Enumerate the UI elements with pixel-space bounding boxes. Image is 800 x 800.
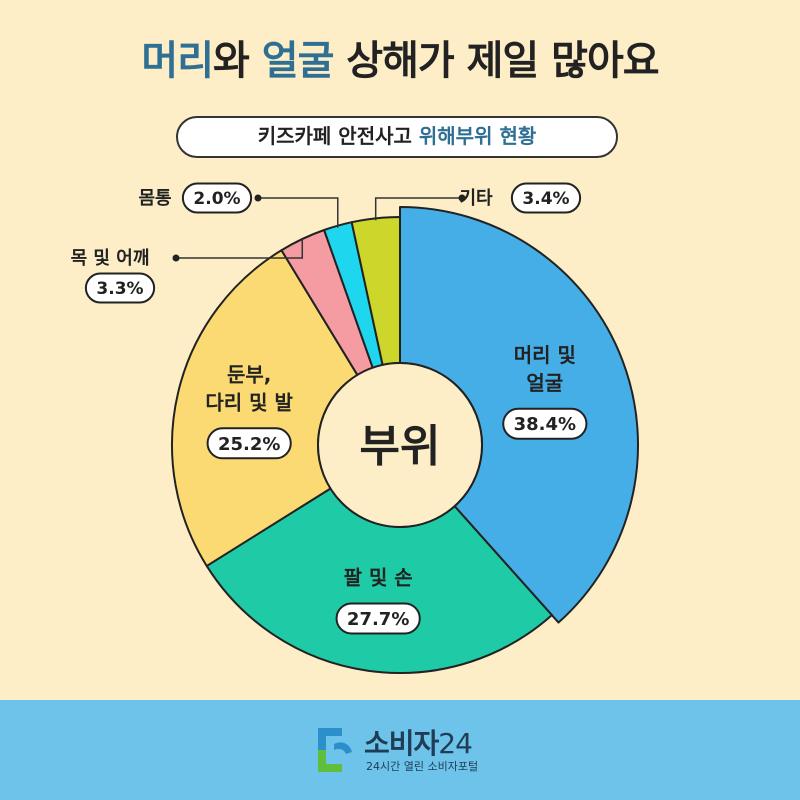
slice-5-value: 3.4% — [522, 189, 569, 209]
slice-4-label-0: 몸통 — [138, 188, 171, 209]
headline-highlight-2: 얼굴 — [261, 38, 335, 84]
logo-tagline: 24시간 열린 소비자포털 — [366, 760, 479, 773]
slice-3-label-0: 목 및 어깨 — [71, 248, 150, 269]
logo-brand: 소비자 — [364, 727, 439, 760]
logo-text: 소비자24 — [364, 722, 473, 762]
leader-lines-group — [172, 194, 466, 262]
slice-3-pill — [84, 272, 156, 304]
slice-1-pill — [335, 602, 421, 635]
slice-1-label-0: 팔 및 손 — [344, 565, 413, 589]
slice-0-label-0: 머리 및 — [514, 343, 576, 367]
slice-0-value: 38.4% — [514, 414, 576, 435]
slice-2-pill — [206, 427, 292, 460]
logo-number: 24 — [438, 727, 473, 760]
headline-highlight-1: 머리 — [141, 38, 214, 84]
labels-group: 부위 머리 및얼굴 38.4% 팔 및 손 27.7% 둔부, 다리 및 발 25.2% 목 및… — [71, 182, 588, 635]
subtitle-highlight: 위해부위 현황 — [418, 124, 537, 148]
slice-4-value: 2.0% — [193, 189, 240, 209]
slice-0-label-1: 얼굴 — [526, 371, 563, 395]
leader-dot-4 — [254, 194, 262, 202]
slice-2-value: 25.2% — [218, 434, 280, 455]
slice-0-pill — [502, 407, 588, 440]
slice-2-label-0: 둔부, — [227, 362, 271, 386]
donut-chart: 부위 머리 및얼굴 38.4% 팔 및 손 27.7% 둔부, 다리 및 발 25.2% 목 및… — [71, 182, 639, 674]
slice-5-pill — [510, 182, 582, 214]
slice-5-label-0: 기타 — [459, 188, 493, 209]
logo-icon — [318, 728, 352, 772]
leader-dot-3 — [172, 254, 180, 262]
donut-hole — [317, 362, 483, 528]
slice-4-pill — [181, 182, 253, 214]
slice-1-value: 27.7% — [347, 609, 409, 630]
leader-dot-5 — [458, 194, 466, 202]
slice-2-label-1: 다리 및 발 — [205, 390, 293, 414]
leader-line-4 — [258, 197, 339, 228]
headline: 머리와 얼굴 상해가 제일 많아요 — [0, 28, 800, 86]
footer-bar — [0, 700, 800, 800]
headline-text-2: 상해가 제일 많아요 — [333, 38, 659, 84]
leader-line-5 — [374, 197, 462, 221]
subtitle-text: 키즈카페 안전사고 — [257, 124, 419, 148]
leader-line-3 — [176, 239, 304, 259]
chart-center-title: 부위 — [360, 421, 441, 472]
subtitle-pill: 키즈카페 안전사고 위해부위 현황 — [176, 116, 618, 158]
headline-text-1: 와 — [213, 38, 262, 84]
slice-3-value: 3.3% — [96, 279, 143, 299]
slices-group — [171, 206, 639, 674]
